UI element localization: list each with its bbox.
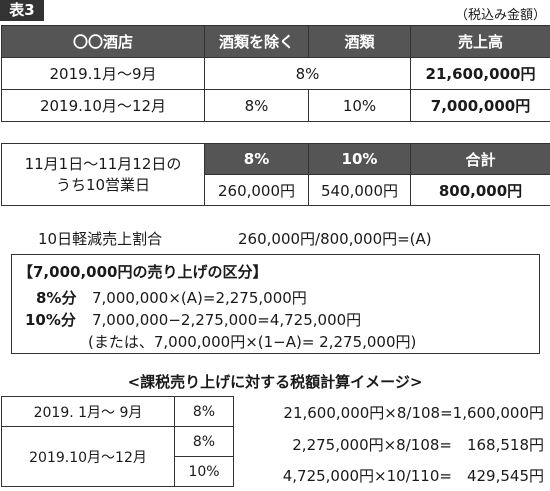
period-cell: 2019.1月〜9月 xyxy=(1,57,205,90)
period-sales-table: 11月1日〜11月12日の うち10営業日 8% 10% 合計 260,000円… xyxy=(1,143,550,206)
value-8-percent: 260,000円 xyxy=(204,174,309,206)
sales-table: 〇〇酒店 酒類を除く 酒類 売上高 2019.1月〜9月 8% 21,600,0… xyxy=(1,25,550,122)
header-store: 〇〇酒店 xyxy=(1,25,205,58)
header-non-liquor: 酒類を除く xyxy=(204,25,309,58)
table-row: 2019. 1月〜 9月 8% xyxy=(1,396,234,427)
calc-formula: 4,725,000円×10/110= 429,545円 xyxy=(282,467,544,485)
breakdown-box: 【7,000,000円の売り上げの区分】 8%分 7,000,000×(A)=2… xyxy=(11,254,540,354)
breakdown-10-label: 10%分 xyxy=(25,311,76,329)
breakdown-title: 【7,000,000円の売り上げの区分】 xyxy=(18,263,268,281)
table-number-badge: 表3 xyxy=(0,0,44,21)
rate-cell: 10% xyxy=(174,456,234,487)
rate-cell: 8% xyxy=(204,57,411,90)
table-header-row: 〇〇酒店 酒類を除く 酒類 売上高 xyxy=(1,25,550,58)
header-liquor: 酒類 xyxy=(308,25,411,58)
tax-included-note: （税込み金額） xyxy=(454,8,546,23)
period-cell: 2019.10月〜12月 xyxy=(1,89,205,122)
table-row: 2019.10月〜12月 8% 10% 7,000,000円 xyxy=(1,89,550,122)
header-total: 合計 xyxy=(410,143,550,175)
period-label-cell: 11月1日〜11月12日の うち10営業日 xyxy=(1,143,205,206)
table-row: 2019.1月〜9月 8% 21,600,000円 xyxy=(1,57,550,90)
header-sales: 売上高 xyxy=(410,25,550,58)
breakdown-alt-formula: (または、7,000,000円×(1−A)= 2,275,000円) xyxy=(88,333,417,351)
period-cell: 2019. 1月〜 9月 xyxy=(1,396,175,427)
value-10-percent: 540,000円 xyxy=(308,174,411,206)
section-title: <課税売り上げに対する税額計算イメージ> xyxy=(127,373,423,391)
breakdown-8-label: 8%分 xyxy=(36,289,77,307)
breakdown-8-formula: 7,000,000×(A)=2,275,000円 xyxy=(92,289,307,307)
breakdown-10-formula: 7,000,000−2,275,000=4,725,000円 xyxy=(92,311,362,329)
calc-formula: 21,600,000円×8/108=1,600,000円 xyxy=(283,404,544,422)
period-cell: 2019.10月〜12月 xyxy=(1,426,175,487)
table-row: 2019.10月〜12月 8% xyxy=(1,426,234,487)
ratio-label: 10日軽減売上割合 xyxy=(38,230,163,248)
rate-cell: 8% xyxy=(174,396,234,427)
table-row: 10% xyxy=(2,456,234,487)
value-total: 800,000円 xyxy=(410,174,550,206)
rate-cell: 10% xyxy=(308,89,411,122)
period-label-line2: うち10営業日 xyxy=(55,175,151,194)
ratio-formula: 260,000円/800,000円=(A) xyxy=(238,230,432,248)
header-8-percent: 8% xyxy=(204,143,309,175)
calc-formula: 2,275,000円×8/108= 168,518円 xyxy=(292,436,544,454)
table-header-row: 11月1日〜11月12日の うち10営業日 8% 10% 合計 xyxy=(1,143,550,206)
period-label-line1: 11月1日〜11月12日の xyxy=(24,154,182,173)
sales-cell: 7,000,000円 xyxy=(410,89,550,122)
rate-cell: 8% xyxy=(174,426,234,457)
header-10-percent: 10% xyxy=(308,143,411,175)
rate-cell: 8% xyxy=(204,89,309,122)
sales-cell: 21,600,000円 xyxy=(410,57,550,90)
tax-calc-table: 2019. 1月〜 9月 8% 2019.10月〜12月 8% 10% xyxy=(1,396,234,487)
